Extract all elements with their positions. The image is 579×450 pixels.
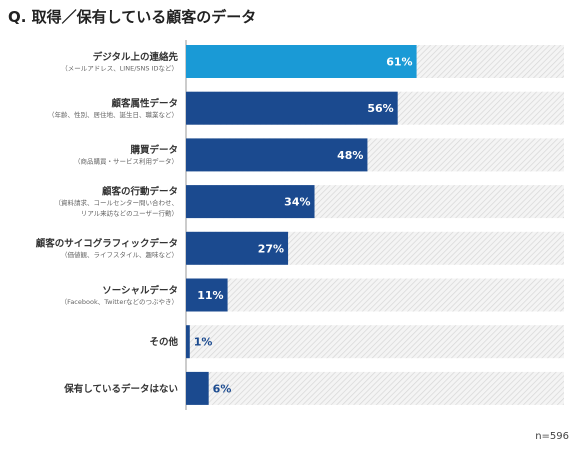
bar bbox=[186, 278, 228, 312]
category-label: 顧客の行動データ bbox=[102, 186, 178, 198]
bar-value-label: 6% bbox=[213, 382, 232, 395]
category-sublabel: （年齢、性別、居住地、誕生日、職業など） bbox=[48, 110, 178, 119]
bar-value-label: 56% bbox=[367, 102, 393, 115]
bar-track bbox=[186, 325, 564, 359]
bar bbox=[186, 45, 417, 78]
category-sublabel: リアル来訪などのユーザー行動） bbox=[81, 209, 178, 218]
chart-rows: 61% デジタル上の連絡先（メールアドレス、LINE/SNS IDなど） 56% 顧客… bbox=[36, 45, 564, 405]
category-sublabel: （Facebook、Twitterなどのつぶやき） bbox=[61, 298, 178, 306]
bar-value-label: 48% bbox=[337, 149, 363, 162]
sample-size-note: n=596 bbox=[535, 431, 569, 442]
category-sublabel: （メールアドレス、LINE/SNS IDなど） bbox=[61, 64, 178, 72]
category-label: ソーシャルデータ bbox=[102, 284, 178, 296]
category-label: 顧客属性データ bbox=[111, 97, 178, 109]
category-label: 保有しているデータはない bbox=[63, 383, 178, 395]
category-sublabel: （価値観、ライフスタイル、趣味など） bbox=[61, 250, 178, 259]
category-sublabel: （資料請求、コールセンター問い合わせ、 bbox=[55, 198, 179, 207]
bar-track bbox=[186, 278, 564, 312]
category-label: デジタル上の連絡先 bbox=[93, 51, 179, 63]
bar-track bbox=[186, 371, 564, 405]
bar bbox=[186, 371, 209, 405]
category-label: 購買データ bbox=[129, 144, 178, 156]
bar bbox=[186, 325, 190, 359]
bar bbox=[186, 138, 368, 172]
bar bbox=[186, 231, 289, 265]
bar-value-label: 11% bbox=[197, 289, 223, 302]
bar-value-label: 61% bbox=[386, 56, 412, 69]
bar-value-label: 34% bbox=[284, 196, 310, 209]
bar-value-label: 1% bbox=[194, 336, 213, 349]
category-label: 顧客のサイコグラフィックデータ bbox=[36, 238, 178, 250]
category-label: その他 bbox=[149, 336, 178, 348]
bar bbox=[186, 91, 398, 125]
bar-value-label: 27% bbox=[258, 242, 284, 255]
bar bbox=[186, 185, 315, 219]
chart-title: Q. 取得／保有している顧客のデータ bbox=[8, 8, 257, 26]
category-sublabel: （商品購買・サービス利用データ） bbox=[74, 157, 178, 166]
